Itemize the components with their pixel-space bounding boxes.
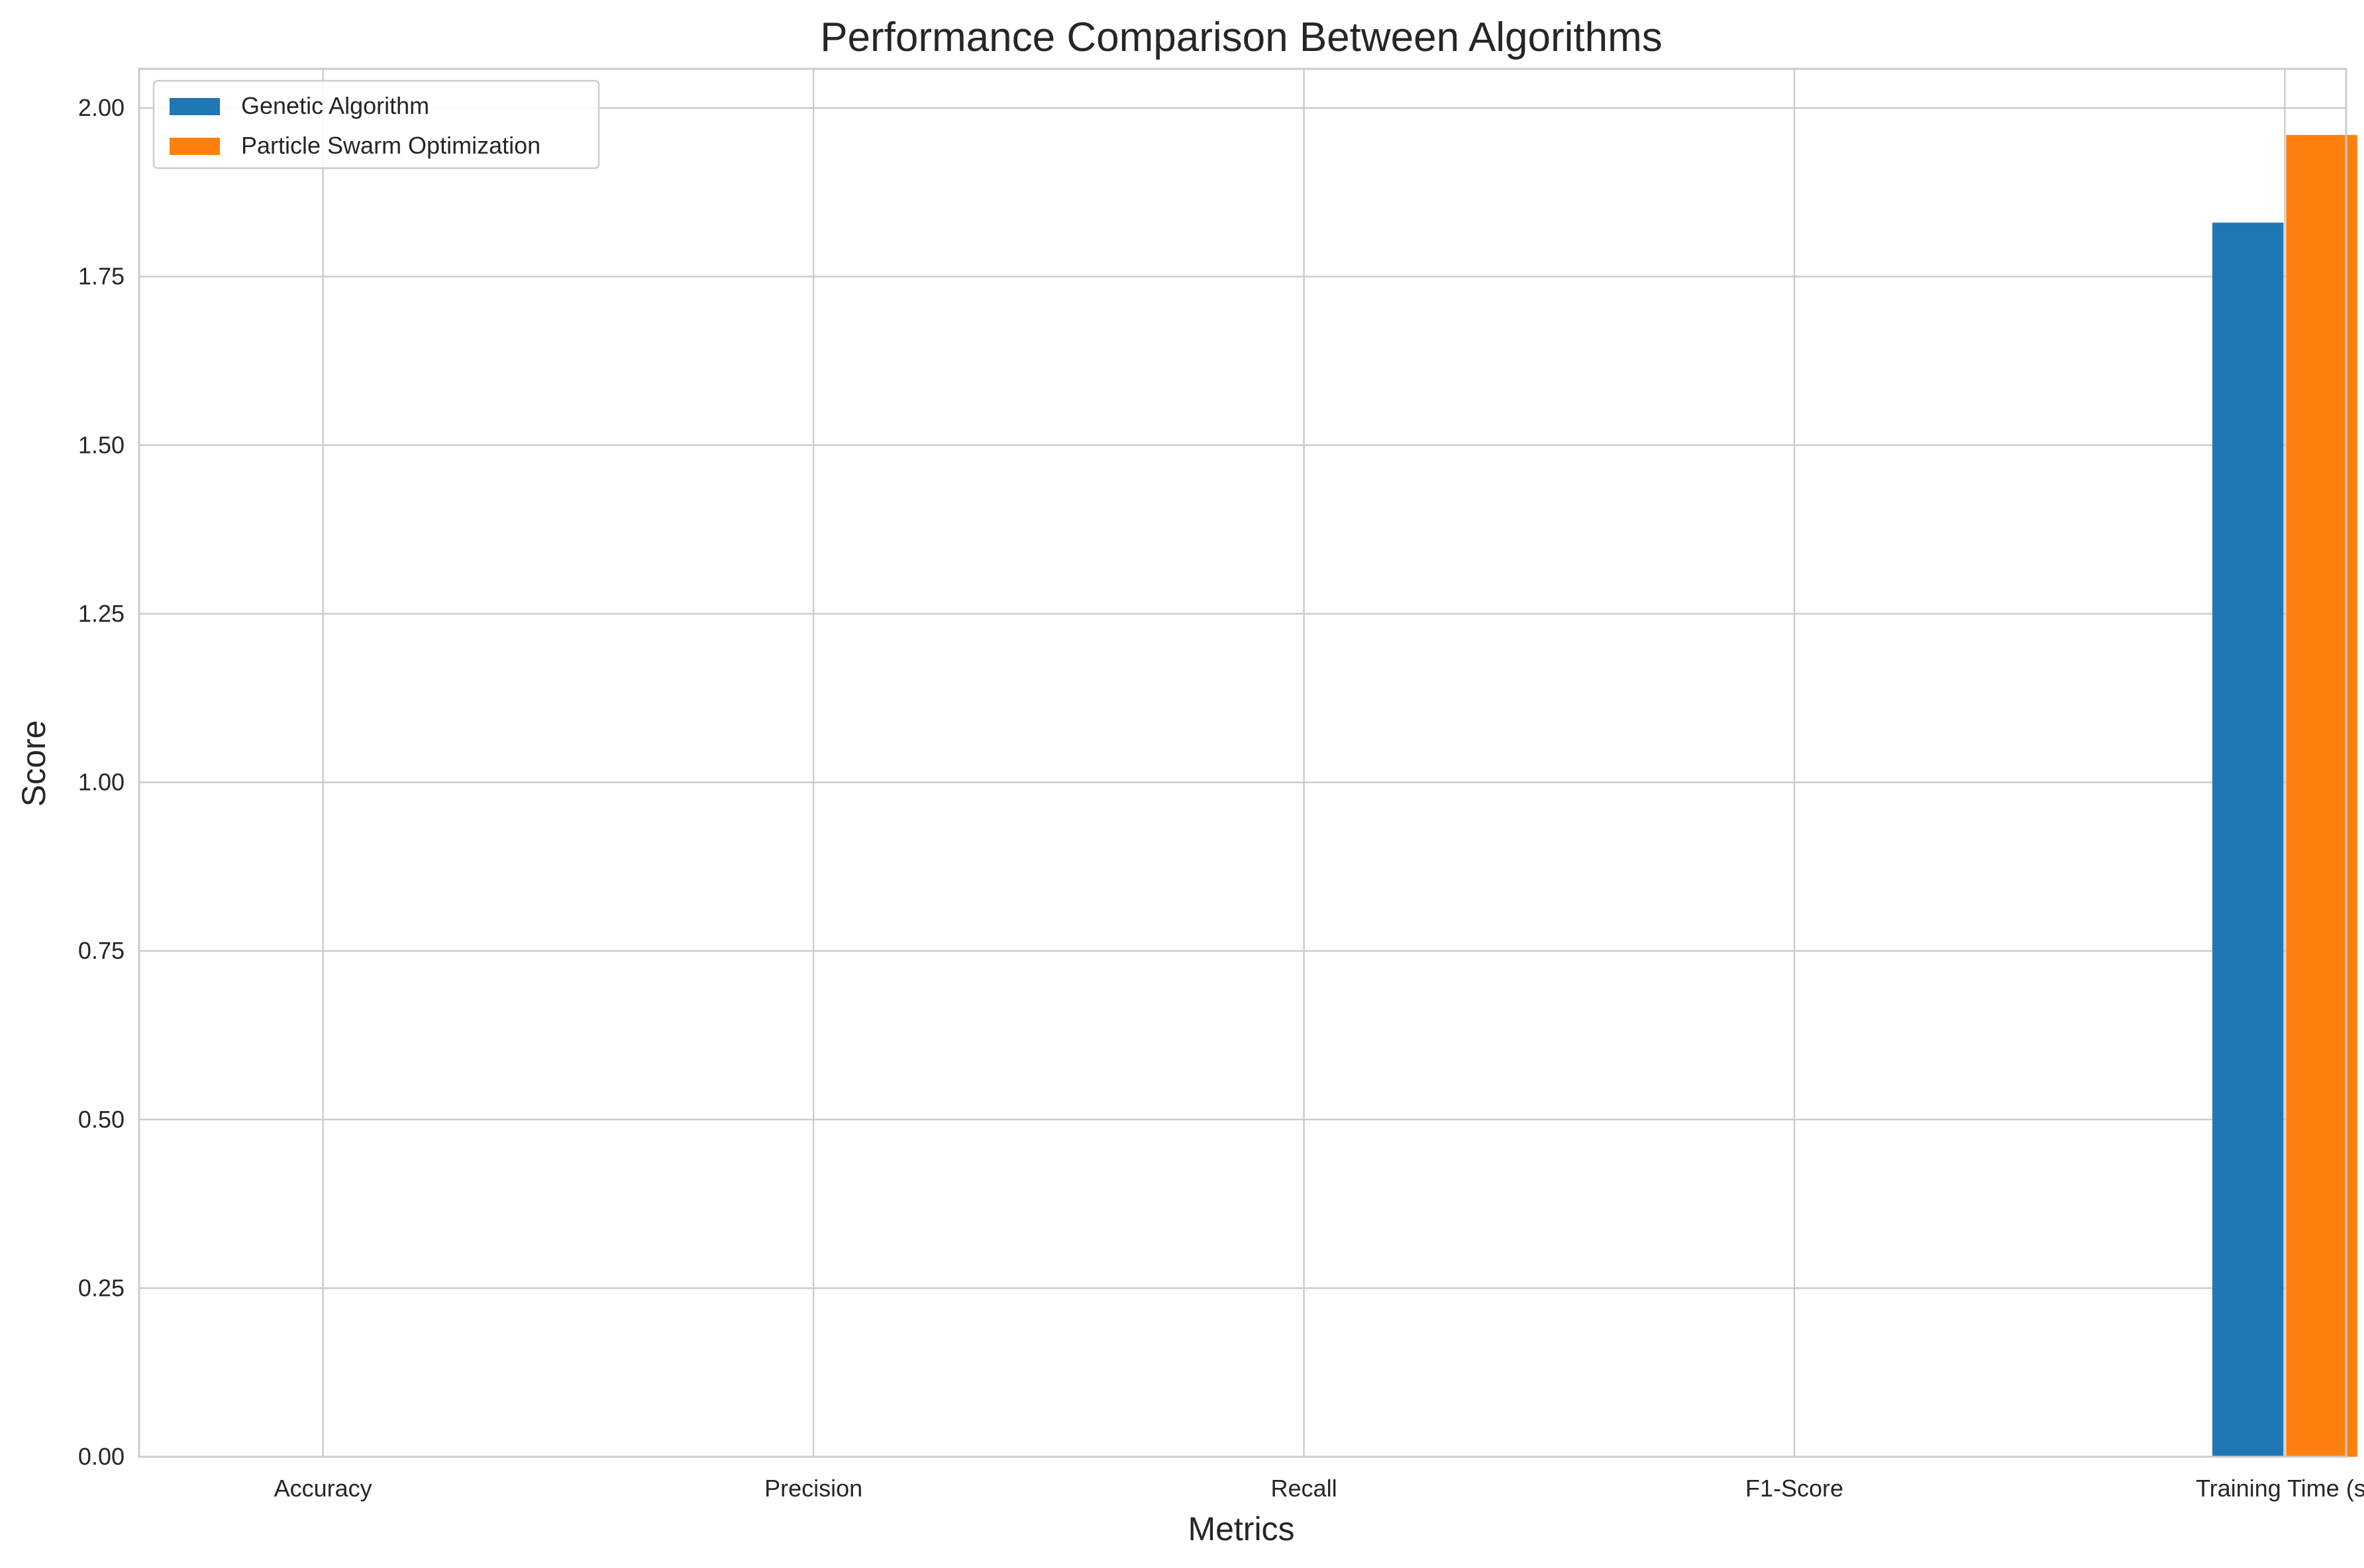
y-tick-label: 1.25 xyxy=(78,600,125,627)
x-tick-label: F1-Score xyxy=(1745,1475,1843,1502)
x-tick-label: Recall xyxy=(1271,1475,1337,1502)
grid xyxy=(139,69,2346,1458)
legend-label: Particle Swarm Optimization xyxy=(241,132,540,159)
legend-swatch xyxy=(170,98,220,115)
x-axis-ticks: Accuracy Precision Recall F1-Score Training … xyxy=(274,1475,2364,1502)
y-tick-label: 1.50 xyxy=(78,431,125,458)
y-tick-label: 0.25 xyxy=(78,1274,125,1301)
legend-label: Genetic Algorithm xyxy=(241,92,429,119)
y-tick-label: 1.00 xyxy=(78,769,125,796)
y-tick-label: 0.00 xyxy=(78,1443,125,1470)
y-tick-label: 1.75 xyxy=(78,263,125,290)
x-tick-label: Accuracy xyxy=(274,1475,372,1502)
x-tick-label: Training Time (s) xyxy=(2196,1475,2364,1502)
x-tick-label: Precision xyxy=(764,1475,862,1502)
plot-frame xyxy=(138,68,2347,1458)
chart-title: Performance Comparison Between Algorithm… xyxy=(820,15,1663,60)
legend-swatch xyxy=(170,138,220,155)
y-axis-ticks: 0.00 0.25 0.50 0.75 1.00 1.25 1.50 1.75 2.00 xyxy=(78,94,125,1470)
legend-frame xyxy=(152,79,600,170)
y-tick-label: 2.00 xyxy=(78,94,125,121)
y-tick-label: 0.50 xyxy=(78,1106,125,1133)
legend: Genetic Algorithm Particle Swarm Optimiza… xyxy=(152,79,600,170)
x-axis-label: Metrics xyxy=(1188,1510,1294,1547)
y-axis-label: Score xyxy=(15,720,52,807)
y-tick-label: 0.75 xyxy=(78,937,125,964)
bar xyxy=(2212,222,2284,1457)
